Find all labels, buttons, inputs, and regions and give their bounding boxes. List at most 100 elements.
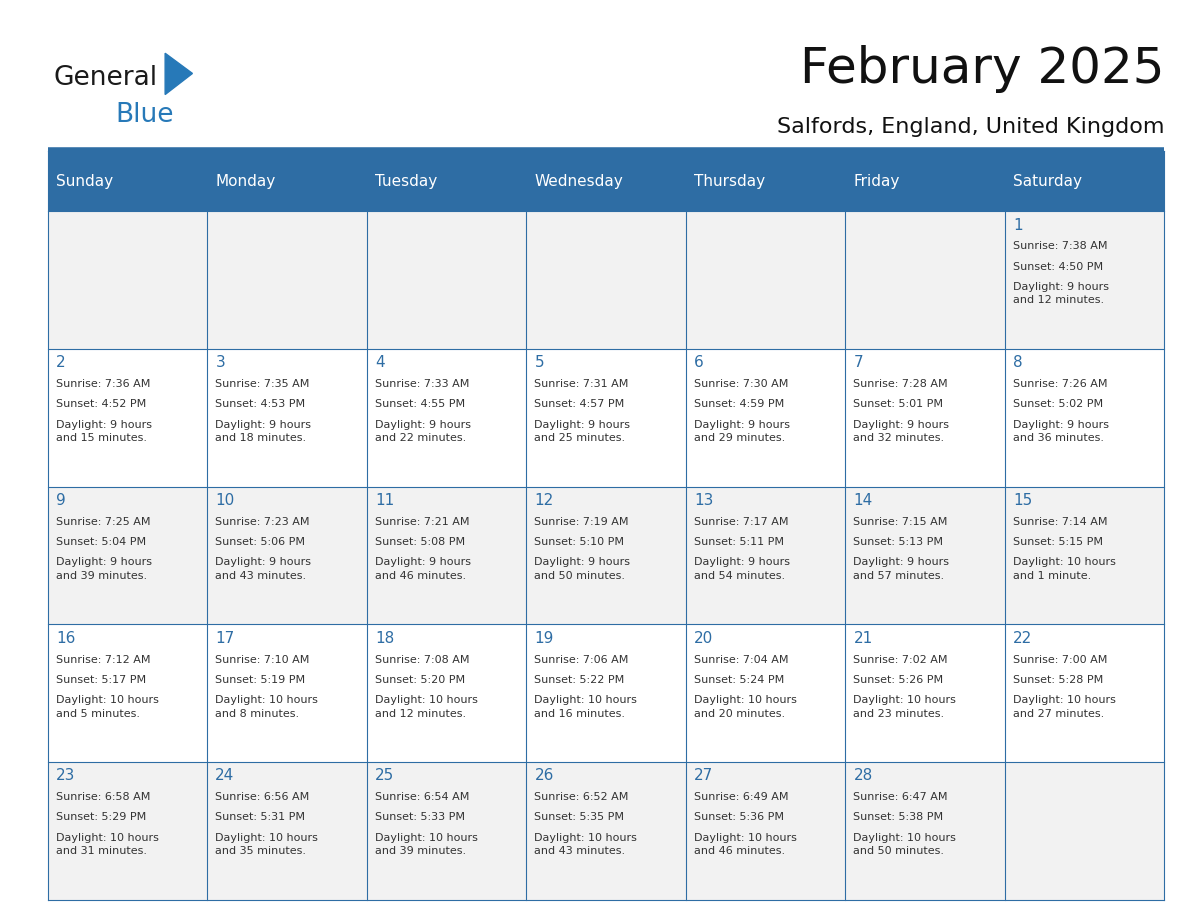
Text: Sunrise: 7:25 AM: Sunrise: 7:25 AM [56,517,151,527]
Text: Daylight: 10 hours
and 23 minutes.: Daylight: 10 hours and 23 minutes. [853,695,956,719]
Text: Sunset: 5:36 PM: Sunset: 5:36 PM [694,812,784,823]
Text: Daylight: 10 hours
and 43 minutes.: Daylight: 10 hours and 43 minutes. [535,833,637,856]
Text: 2: 2 [56,355,65,370]
Text: 21: 21 [853,631,873,645]
FancyBboxPatch shape [845,762,1005,900]
Text: Sunset: 5:38 PM: Sunset: 5:38 PM [853,812,943,823]
Text: Daylight: 9 hours
and 18 minutes.: Daylight: 9 hours and 18 minutes. [215,420,311,443]
Text: Daylight: 10 hours
and 46 minutes.: Daylight: 10 hours and 46 minutes. [694,833,797,856]
FancyBboxPatch shape [48,349,207,487]
FancyBboxPatch shape [845,349,1005,487]
Text: Sunrise: 7:28 AM: Sunrise: 7:28 AM [853,379,948,389]
Text: Salfords, England, United Kingdom: Salfords, England, United Kingdom [777,117,1164,137]
Text: 5: 5 [535,355,544,370]
Text: Daylight: 9 hours
and 15 minutes.: Daylight: 9 hours and 15 minutes. [56,420,152,443]
Text: Sunrise: 7:21 AM: Sunrise: 7:21 AM [375,517,469,527]
Text: Sunset: 5:35 PM: Sunset: 5:35 PM [535,812,625,823]
Text: 11: 11 [375,493,394,508]
Text: Sunset: 4:55 PM: Sunset: 4:55 PM [375,399,465,409]
Text: Sunrise: 7:23 AM: Sunrise: 7:23 AM [215,517,310,527]
Text: Sunset: 4:50 PM: Sunset: 4:50 PM [1013,262,1104,272]
Text: Daylight: 9 hours
and 46 minutes.: Daylight: 9 hours and 46 minutes. [375,557,470,581]
Text: Sunset: 5:06 PM: Sunset: 5:06 PM [215,537,305,547]
FancyBboxPatch shape [526,624,685,762]
Text: Daylight: 9 hours
and 54 minutes.: Daylight: 9 hours and 54 minutes. [694,557,790,581]
FancyBboxPatch shape [367,762,526,900]
Text: Sunrise: 7:17 AM: Sunrise: 7:17 AM [694,517,789,527]
Text: Sunset: 5:15 PM: Sunset: 5:15 PM [1013,537,1102,547]
Text: 19: 19 [535,631,554,645]
Text: Daylight: 9 hours
and 39 minutes.: Daylight: 9 hours and 39 minutes. [56,557,152,581]
Text: Sunrise: 7:31 AM: Sunrise: 7:31 AM [535,379,628,389]
FancyBboxPatch shape [526,487,685,624]
Text: Sunrise: 7:15 AM: Sunrise: 7:15 AM [853,517,948,527]
FancyBboxPatch shape [685,151,845,211]
Text: Sunrise: 7:19 AM: Sunrise: 7:19 AM [535,517,628,527]
Text: Daylight: 9 hours
and 22 minutes.: Daylight: 9 hours and 22 minutes. [375,420,470,443]
Text: Friday: Friday [853,174,899,189]
Text: Sunrise: 7:10 AM: Sunrise: 7:10 AM [215,655,310,665]
Text: 23: 23 [56,768,75,783]
Polygon shape [165,53,192,95]
FancyBboxPatch shape [1005,487,1164,624]
Text: 17: 17 [215,631,234,645]
Text: Daylight: 10 hours
and 27 minutes.: Daylight: 10 hours and 27 minutes. [1013,695,1116,719]
Text: Sunrise: 6:58 AM: Sunrise: 6:58 AM [56,792,150,802]
Text: Sunset: 5:24 PM: Sunset: 5:24 PM [694,675,784,685]
Text: Sunrise: 7:08 AM: Sunrise: 7:08 AM [375,655,469,665]
FancyBboxPatch shape [48,211,207,349]
FancyBboxPatch shape [48,762,207,900]
FancyBboxPatch shape [207,151,367,211]
Text: Daylight: 10 hours
and 35 minutes.: Daylight: 10 hours and 35 minutes. [215,833,318,856]
Text: Sunset: 5:13 PM: Sunset: 5:13 PM [853,537,943,547]
Text: Sunset: 5:08 PM: Sunset: 5:08 PM [375,537,465,547]
Text: 14: 14 [853,493,873,508]
Text: 7: 7 [853,355,864,370]
Text: 16: 16 [56,631,75,645]
Text: Sunset: 5:31 PM: Sunset: 5:31 PM [215,812,305,823]
Text: Sunrise: 7:02 AM: Sunrise: 7:02 AM [853,655,948,665]
FancyBboxPatch shape [526,211,685,349]
Text: 25: 25 [375,768,394,783]
Text: Daylight: 10 hours
and 5 minutes.: Daylight: 10 hours and 5 minutes. [56,695,159,719]
Text: Sunset: 5:20 PM: Sunset: 5:20 PM [375,675,465,685]
FancyBboxPatch shape [845,151,1005,211]
Text: Sunday: Sunday [56,174,113,189]
Text: Sunset: 4:53 PM: Sunset: 4:53 PM [215,399,305,409]
Text: Sunrise: 7:00 AM: Sunrise: 7:00 AM [1013,655,1107,665]
Text: Daylight: 9 hours
and 57 minutes.: Daylight: 9 hours and 57 minutes. [853,557,949,581]
Text: 15: 15 [1013,493,1032,508]
Text: Sunset: 5:02 PM: Sunset: 5:02 PM [1013,399,1104,409]
FancyBboxPatch shape [1005,151,1164,211]
Text: Sunset: 5:28 PM: Sunset: 5:28 PM [1013,675,1104,685]
FancyBboxPatch shape [367,211,526,349]
Text: Daylight: 9 hours
and 32 minutes.: Daylight: 9 hours and 32 minutes. [853,420,949,443]
FancyBboxPatch shape [526,762,685,900]
FancyBboxPatch shape [1005,624,1164,762]
Text: Blue: Blue [115,102,173,128]
Text: Daylight: 9 hours
and 12 minutes.: Daylight: 9 hours and 12 minutes. [1013,282,1110,306]
Text: Sunset: 5:19 PM: Sunset: 5:19 PM [215,675,305,685]
Text: Daylight: 9 hours
and 43 minutes.: Daylight: 9 hours and 43 minutes. [215,557,311,581]
FancyBboxPatch shape [367,349,526,487]
Text: Sunrise: 7:30 AM: Sunrise: 7:30 AM [694,379,789,389]
Text: 4: 4 [375,355,385,370]
Text: 9: 9 [56,493,65,508]
Text: 10: 10 [215,493,234,508]
Text: Daylight: 10 hours
and 50 minutes.: Daylight: 10 hours and 50 minutes. [853,833,956,856]
Text: 28: 28 [853,768,873,783]
Text: Sunrise: 7:36 AM: Sunrise: 7:36 AM [56,379,150,389]
Text: February 2025: February 2025 [800,45,1164,93]
Text: 13: 13 [694,493,713,508]
Text: Sunset: 5:17 PM: Sunset: 5:17 PM [56,675,146,685]
FancyBboxPatch shape [48,487,207,624]
Text: General: General [53,65,158,91]
Text: Daylight: 10 hours
and 12 minutes.: Daylight: 10 hours and 12 minutes. [375,695,478,719]
FancyBboxPatch shape [48,624,207,762]
Text: Sunset: 5:26 PM: Sunset: 5:26 PM [853,675,943,685]
FancyBboxPatch shape [685,624,845,762]
Text: Sunrise: 7:35 AM: Sunrise: 7:35 AM [215,379,310,389]
Text: 12: 12 [535,493,554,508]
FancyBboxPatch shape [685,349,845,487]
Text: Sunrise: 6:52 AM: Sunrise: 6:52 AM [535,792,628,802]
